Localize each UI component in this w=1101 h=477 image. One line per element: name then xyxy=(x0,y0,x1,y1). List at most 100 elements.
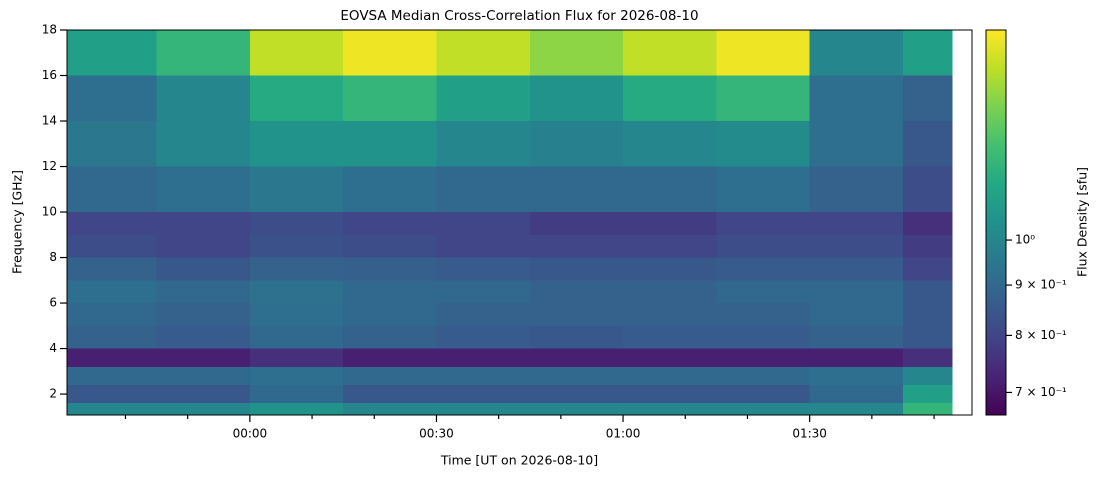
heatmap-cell xyxy=(343,303,437,326)
y-tick-label: 4 xyxy=(49,341,57,355)
heatmap-cell xyxy=(529,348,624,367)
heatmap-cell xyxy=(716,403,810,415)
heatmap-cell xyxy=(716,166,810,213)
colorbar-label: Flux Density [sfu] xyxy=(1075,167,1090,277)
heatmap-cell xyxy=(623,257,717,281)
heatmap-cell xyxy=(67,325,157,349)
heatmap-cell xyxy=(529,75,624,122)
heatmap-cell xyxy=(343,212,437,235)
heatmap-cell xyxy=(436,325,530,349)
y-tick-label: 10 xyxy=(42,205,57,219)
heatmap-cell xyxy=(343,280,437,304)
heatmap-cell xyxy=(902,121,953,167)
heatmap-cell xyxy=(529,212,624,235)
heatmap-cell xyxy=(716,366,810,385)
heatmap-cell xyxy=(529,403,624,415)
heatmap-cell xyxy=(809,234,903,258)
heatmap-cell xyxy=(249,75,344,122)
heatmap-cell xyxy=(529,166,624,213)
heatmap-cell xyxy=(623,348,717,367)
heatmap-cell xyxy=(436,403,530,415)
heatmap xyxy=(67,30,953,415)
heatmap-cell xyxy=(249,280,344,304)
heatmap-cell xyxy=(436,257,530,281)
heatmap-cell xyxy=(436,348,530,367)
y-tick-label: 12 xyxy=(42,159,57,173)
y-tick-label: 2 xyxy=(49,387,57,401)
heatmap-cell xyxy=(436,121,530,167)
x-tick-label: 01:30 xyxy=(792,427,827,441)
colorbar xyxy=(985,29,1007,416)
heatmap-cell xyxy=(436,166,530,213)
x-axis-label: Time [UT on 2026-08-10] xyxy=(440,453,598,468)
y-tick-label: 16 xyxy=(42,68,57,82)
heatmap-cell xyxy=(902,234,953,258)
heatmap-cell xyxy=(623,75,717,122)
heatmap-cell xyxy=(156,257,250,281)
heatmap-cell xyxy=(249,325,344,349)
colorbar-tick-label: 8 × 10⁻¹ xyxy=(1015,328,1067,342)
heatmap-cell xyxy=(249,384,344,404)
heatmap-cell xyxy=(156,30,250,76)
heatmap-cell xyxy=(156,303,250,326)
heatmap-cell xyxy=(67,403,157,415)
heatmap-cell xyxy=(529,234,624,258)
heatmap-cell xyxy=(436,280,530,304)
heatmap-cell xyxy=(249,348,344,367)
heatmap-cell xyxy=(249,234,344,258)
heatmap-cell xyxy=(67,280,157,304)
colorbar-tick-label: 7 × 10⁻¹ xyxy=(1015,385,1067,399)
heatmap-cell xyxy=(623,366,717,385)
heatmap-cell xyxy=(716,234,810,258)
heatmap-cell xyxy=(436,212,530,235)
heatmap-cell xyxy=(716,348,810,367)
heatmap-cell xyxy=(623,325,717,349)
heatmap-cell xyxy=(716,303,810,326)
heatmap-cell xyxy=(343,234,437,258)
heatmap-cell xyxy=(343,75,437,122)
heatmap-cell xyxy=(156,212,250,235)
heatmap-cell xyxy=(529,121,624,167)
heatmap-cell xyxy=(623,30,717,76)
heatmap-cell xyxy=(343,366,437,385)
heatmap-cell xyxy=(902,403,953,415)
heatmap-cell xyxy=(67,212,157,235)
heatmap-cell xyxy=(623,384,717,404)
heatmap-cell xyxy=(343,30,437,76)
heatmap-cell xyxy=(67,30,157,76)
heatmap-cell xyxy=(436,384,530,404)
heatmap-cell xyxy=(623,212,717,235)
heatmap-cell xyxy=(716,280,810,304)
heatmap-cell xyxy=(529,325,624,349)
heatmap-cell xyxy=(436,366,530,385)
heatmap-cell xyxy=(156,366,250,385)
chart-title: EOVSA Median Cross-Correlation Flux for … xyxy=(340,8,698,24)
y-tick-label: 14 xyxy=(42,114,57,128)
heatmap-cell xyxy=(902,366,953,385)
heatmap-cell xyxy=(249,121,344,167)
heatmap-cell xyxy=(529,303,624,326)
y-tick-label: 6 xyxy=(49,296,57,310)
heatmap-cell xyxy=(249,366,344,385)
heatmap-cell xyxy=(623,121,717,167)
heatmap-cell xyxy=(529,257,624,281)
heatmap-cell xyxy=(343,403,437,415)
heatmap-cell xyxy=(809,280,903,304)
heatmap-cell xyxy=(156,348,250,367)
heatmap-cell xyxy=(436,30,530,76)
heatmap-cell xyxy=(809,303,903,326)
heatmap-cell xyxy=(436,234,530,258)
colorbar-tick-label: 10⁰ xyxy=(1015,233,1035,247)
heatmap-cell xyxy=(529,366,624,385)
heatmap-cell xyxy=(249,257,344,281)
heatmap-cell xyxy=(67,348,157,367)
y-tick-label: 8 xyxy=(49,250,57,264)
y-tick-label: 18 xyxy=(42,23,57,37)
heatmap-cell xyxy=(809,325,903,349)
heatmap-cell xyxy=(249,166,344,213)
heatmap-cell xyxy=(67,366,157,385)
heatmap-cell xyxy=(809,366,903,385)
heatmap-cell xyxy=(809,348,903,367)
heatmap-cell xyxy=(156,403,250,415)
heatmap-cell xyxy=(809,30,903,76)
